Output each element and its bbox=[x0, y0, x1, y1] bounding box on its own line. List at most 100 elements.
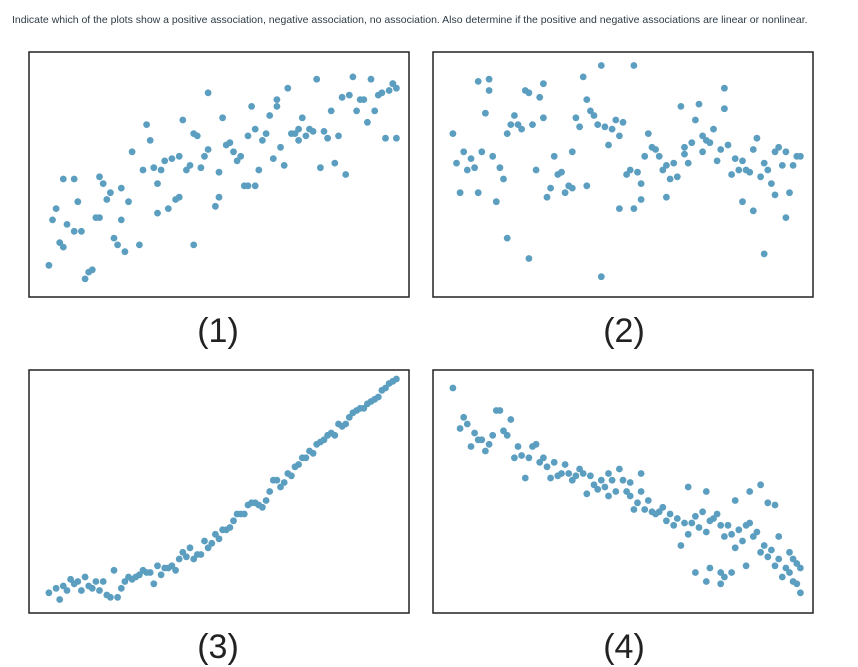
data-point bbox=[503, 130, 511, 137]
data-point bbox=[59, 582, 67, 590]
data-point bbox=[81, 573, 89, 581]
data-point bbox=[146, 569, 154, 576]
data-point bbox=[525, 255, 533, 262]
data-point bbox=[681, 150, 688, 158]
data-point bbox=[797, 152, 804, 160]
data-point bbox=[204, 146, 212, 153]
data-point bbox=[786, 569, 793, 576]
data-point bbox=[478, 436, 486, 444]
data-point bbox=[360, 96, 368, 103]
data-point bbox=[605, 141, 612, 149]
data-point bbox=[706, 564, 714, 572]
data-point bbox=[579, 470, 587, 477]
data-point bbox=[543, 193, 551, 201]
data-point bbox=[590, 112, 598, 119]
data-point bbox=[378, 89, 386, 97]
data-point bbox=[684, 530, 692, 538]
data-point bbox=[568, 184, 576, 192]
data-point bbox=[215, 193, 223, 201]
data-point bbox=[655, 152, 663, 160]
data-point bbox=[753, 134, 761, 142]
data-point bbox=[540, 114, 547, 122]
data-point bbox=[489, 431, 497, 439]
data-point bbox=[371, 107, 379, 115]
data-point bbox=[710, 125, 717, 133]
data-point bbox=[793, 580, 801, 588]
data-point bbox=[525, 454, 533, 462]
data-point bbox=[277, 143, 284, 151]
data-point bbox=[626, 479, 634, 486]
data-point bbox=[74, 198, 82, 206]
data-point bbox=[45, 261, 53, 269]
data-point bbox=[749, 146, 757, 153]
data-point bbox=[449, 384, 457, 392]
data-point bbox=[342, 171, 350, 178]
data-point bbox=[692, 512, 699, 520]
data-point bbox=[659, 166, 667, 174]
data-point bbox=[663, 162, 670, 169]
data-point bbox=[637, 470, 645, 477]
data-point bbox=[244, 182, 252, 190]
data-point bbox=[212, 202, 219, 210]
scatter-plot-2 bbox=[432, 51, 814, 298]
data-point bbox=[576, 123, 583, 131]
data-point bbox=[313, 75, 321, 83]
data-point bbox=[724, 141, 732, 149]
data-point bbox=[88, 266, 96, 274]
data-point bbox=[746, 168, 754, 176]
data-point bbox=[146, 137, 154, 144]
data-point bbox=[666, 175, 674, 183]
data-point bbox=[644, 130, 652, 137]
data-point bbox=[302, 132, 310, 140]
data-point bbox=[677, 542, 685, 549]
data-point bbox=[771, 191, 779, 199]
data-point bbox=[139, 166, 147, 174]
data-point bbox=[492, 198, 500, 206]
data-point bbox=[215, 168, 223, 176]
plot-2-svg bbox=[432, 51, 814, 298]
data-point bbox=[175, 152, 183, 160]
data-point bbox=[511, 454, 518, 462]
data-point bbox=[507, 121, 515, 128]
data-point bbox=[273, 103, 281, 110]
data-point bbox=[634, 168, 641, 176]
data-point bbox=[190, 241, 198, 249]
data-point bbox=[244, 132, 252, 140]
data-point bbox=[302, 454, 310, 462]
plot-4-svg bbox=[432, 369, 814, 614]
data-point bbox=[630, 506, 638, 513]
data-point bbox=[771, 148, 779, 156]
data-point bbox=[500, 427, 507, 435]
data-point bbox=[775, 533, 783, 540]
data-point bbox=[471, 429, 478, 437]
data-point bbox=[331, 159, 339, 167]
plot-label-1: (1) bbox=[197, 312, 239, 350]
data-point bbox=[154, 209, 161, 217]
data-point bbox=[230, 148, 237, 156]
data-point bbox=[237, 152, 245, 160]
data-point bbox=[215, 535, 223, 543]
data-point bbox=[482, 109, 489, 117]
data-point bbox=[597, 273, 605, 281]
data-point bbox=[612, 488, 620, 495]
data-point bbox=[597, 62, 605, 69]
data-point bbox=[757, 173, 764, 181]
data-point bbox=[233, 157, 241, 165]
data-point bbox=[597, 476, 605, 484]
data-point bbox=[543, 463, 551, 471]
data-point bbox=[110, 566, 118, 574]
data-point bbox=[695, 524, 703, 531]
data-point bbox=[157, 571, 165, 579]
data-point bbox=[587, 472, 594, 480]
data-point bbox=[474, 189, 482, 197]
data-point bbox=[309, 449, 317, 457]
data-point bbox=[255, 166, 263, 174]
data-point bbox=[273, 476, 281, 484]
data-point bbox=[532, 440, 540, 448]
data-point bbox=[764, 166, 772, 174]
data-point bbox=[59, 175, 67, 183]
data-point bbox=[540, 80, 547, 88]
data-point bbox=[193, 132, 201, 140]
data-point bbox=[630, 62, 638, 69]
data-point bbox=[583, 96, 591, 103]
